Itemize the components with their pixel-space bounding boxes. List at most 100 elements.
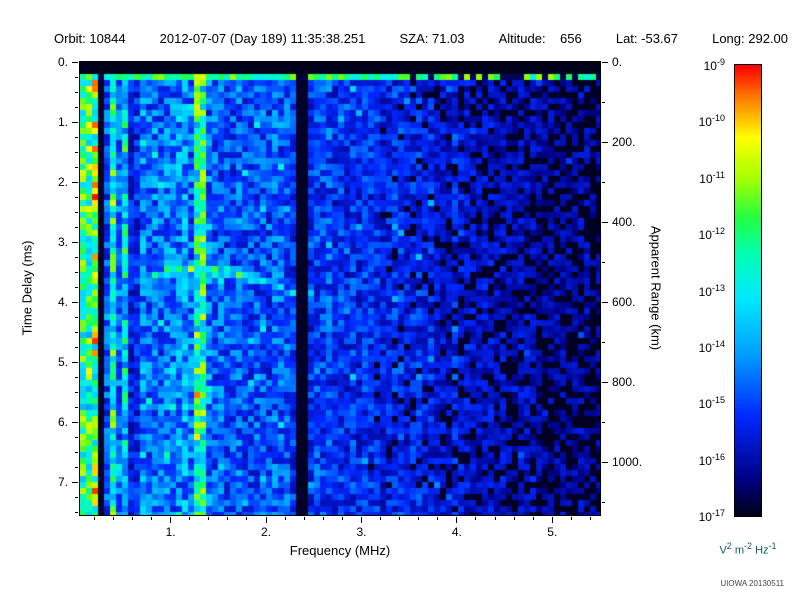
x-minor-tick (513, 517, 515, 520)
y-tick-label: 7. (57, 475, 68, 489)
x-minor-tick (131, 517, 133, 520)
y-tick-label: 1. (57, 115, 68, 129)
y-tick (72, 421, 78, 423)
x-minor-tick (380, 517, 382, 520)
x-tick-label: 5. (547, 525, 558, 539)
header-longitude: Long: 292.00 (712, 31, 788, 46)
y-minor-tick (75, 331, 78, 333)
spectrogram-canvas (80, 62, 600, 515)
header-orbit: Orbit: 10844 (54, 31, 126, 46)
y-minor-tick (75, 196, 78, 198)
x-minor-tick (570, 517, 572, 520)
y-tick-label: 5. (57, 355, 68, 369)
x-tick-label: 3. (356, 525, 367, 539)
unit-exponent: -2 (744, 541, 753, 551)
x-minor-tick (93, 517, 95, 520)
y-minor-tick (75, 256, 78, 258)
y2-tick (602, 461, 608, 463)
colorbar-exponent: -13 (711, 282, 725, 293)
colorbar-tick-label: 10-12 (698, 226, 725, 243)
colorbar-canvas (735, 65, 761, 516)
y-minor-tick (75, 211, 78, 213)
colorbar-units: V2 m-2 Hz-1 (719, 541, 777, 557)
x-minor-tick (589, 517, 591, 520)
x-tick-label: 1. (165, 525, 176, 539)
header-bar: Orbit: 10844 2012-07-07 (Day 189) 11:35:… (54, 31, 788, 46)
colorbar-exponent: -16 (711, 451, 725, 462)
x-tick-label: 4. (451, 525, 462, 539)
colorbar-tick-label: 10-15 (698, 395, 725, 412)
colorbar-exponent: -12 (711, 226, 725, 237)
y-minor-tick (75, 76, 78, 78)
y-tick (72, 61, 78, 63)
y-minor-tick (75, 271, 78, 273)
y-minor-tick (75, 316, 78, 318)
y-minor-tick (75, 391, 78, 393)
x-tick (456, 517, 458, 523)
x-tick (265, 517, 267, 523)
colorbar-exponent: -17 (711, 508, 725, 518)
header-altitude: Altitude: 656 (498, 31, 582, 46)
y-minor-tick (75, 406, 78, 408)
x-minor-tick (227, 517, 229, 520)
y-minor-tick (75, 376, 78, 378)
x-minor-tick (303, 517, 305, 520)
y-tick-label: 2. (57, 175, 68, 189)
x-axis-title: Frequency (MHz) (289, 543, 391, 558)
x-minor-tick (322, 517, 324, 520)
colorbar-tick-label: 10-16 (698, 451, 725, 468)
y-minor-tick (75, 91, 78, 93)
y2-tick-label: 800. (612, 375, 636, 389)
y2-minor-tick (602, 261, 605, 263)
y-tick-label: 6. (57, 415, 68, 429)
plot-frame (79, 61, 601, 516)
x-minor-tick (341, 517, 343, 520)
y-tick-label: 0. (57, 55, 68, 69)
x-tick (170, 517, 172, 523)
y-tick-label: 4. (57, 295, 68, 309)
header-sza: SZA: 71.03 (399, 31, 465, 46)
x-minor-tick (475, 517, 477, 520)
y-minor-tick (75, 346, 78, 348)
x-minor-tick (437, 517, 439, 520)
colorbar-exponent: -11 (712, 169, 725, 180)
y-minor-tick (75, 511, 78, 513)
y-minor-tick (75, 286, 78, 288)
x-minor-tick (418, 517, 420, 520)
colorbar-tick-label: 10-17 (698, 508, 725, 524)
colorbar-frame (734, 64, 762, 517)
y2-tick (602, 221, 608, 223)
x-minor-tick (246, 517, 248, 520)
y2-minor-tick (602, 421, 605, 423)
y2-minor-tick (602, 101, 605, 103)
x-tick (360, 517, 362, 523)
y-tick-label: 3. (57, 235, 68, 249)
colorbar-tick-label: 10-9 (703, 57, 725, 73)
unit-exponent: 2 (726, 541, 732, 551)
y2-minor-tick (602, 501, 605, 503)
y-minor-tick (75, 451, 78, 453)
x-minor-tick (208, 517, 210, 520)
y-minor-tick (75, 106, 78, 108)
y2-tick-label: 400. (612, 215, 636, 229)
x-tick (551, 517, 553, 523)
y-tick (72, 121, 78, 123)
y-minor-tick (75, 496, 78, 498)
y-tick (72, 241, 78, 243)
y2-tick-label: 600. (612, 295, 636, 309)
y2-minor-tick (602, 341, 605, 343)
header-datetime: 2012-07-07 (Day 189) 11:35:38.251 (159, 31, 366, 46)
header-latitude: Lat: -53.67 (615, 31, 678, 46)
colorbar-tick-label: 10-14 (698, 338, 725, 355)
x-minor-tick (532, 517, 534, 520)
x-minor-tick (151, 517, 153, 520)
x-minor-tick (112, 517, 114, 520)
y-tick (72, 301, 78, 303)
watermark: UIOWA 20130511 (720, 579, 784, 588)
y2-tick (602, 301, 608, 303)
y2-tick (602, 141, 608, 143)
y-tick (72, 361, 78, 363)
y-tick (72, 181, 78, 183)
